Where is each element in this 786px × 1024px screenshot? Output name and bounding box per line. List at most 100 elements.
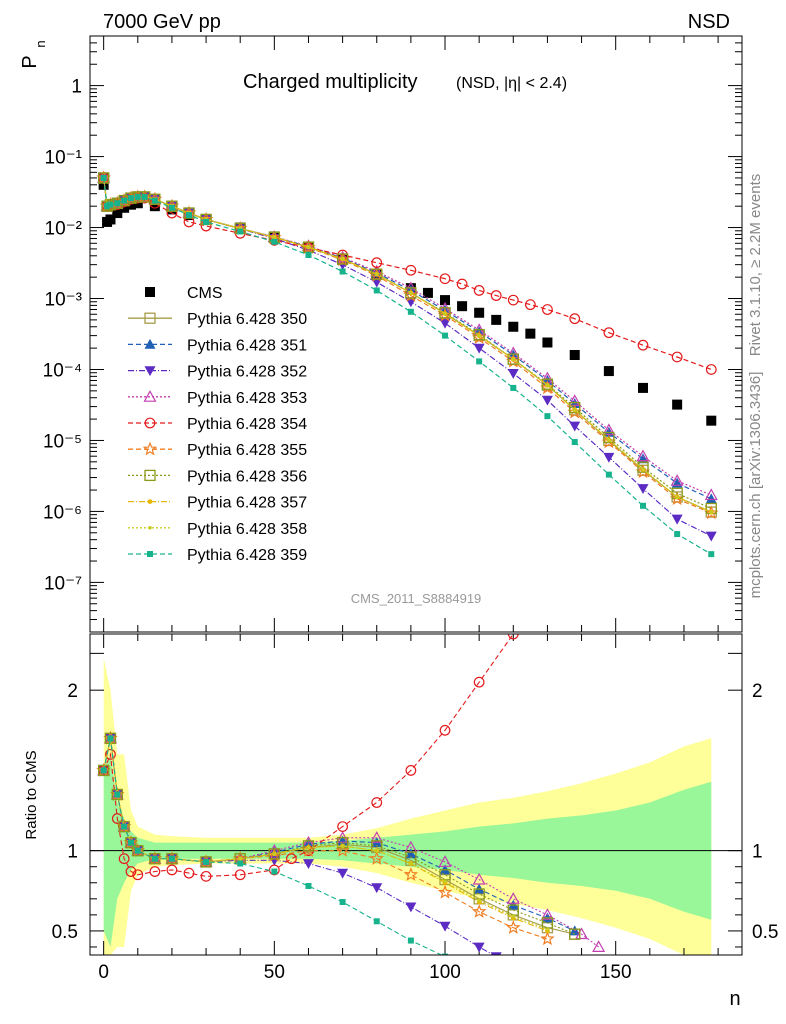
ratio-data-point [238, 856, 242, 861]
ratio-data-point [506, 892, 520, 904]
ratio-data-point [183, 867, 195, 879]
ratio-data-point [335, 843, 350, 857]
data-point [439, 318, 451, 329]
data-point [637, 484, 649, 495]
data-point [405, 264, 417, 276]
data-point [603, 327, 615, 339]
data-point [473, 343, 485, 354]
ratio-data-point [575, 927, 589, 940]
ratio-series-line [103, 738, 495, 955]
ratio-data-point [511, 914, 516, 919]
ratio-data-point [439, 724, 451, 736]
data-point [601, 434, 617, 449]
analysis-id-label: CMS_2011_S8884919 [351, 591, 482, 606]
data-point [704, 488, 718, 501]
ratio-data-point [286, 853, 297, 865]
ratio-data-point [540, 908, 554, 920]
ratio-data-point [168, 855, 175, 862]
x-tick-label: 50 [264, 962, 285, 983]
ratio-data-point [339, 899, 346, 906]
data-point [112, 208, 123, 219]
data-point [638, 382, 649, 393]
ratio-data-point [134, 847, 141, 854]
data-point [641, 467, 645, 472]
data-point [635, 464, 651, 479]
ratio-data-point [302, 859, 314, 870]
data-point [477, 333, 481, 338]
main-plot-frame [89, 35, 743, 633]
ratio-data-point [592, 940, 606, 952]
legend-marker [147, 499, 153, 504]
legend-label: Pythia 6.428 352 [187, 364, 307, 381]
data-point [541, 378, 554, 390]
data-point [607, 438, 611, 442]
ratio-series-line [103, 738, 443, 955]
ratio-y-tick-label: 2 [67, 681, 78, 702]
data-point [476, 358, 483, 365]
legend-marker [147, 551, 153, 557]
data-point [636, 449, 650, 462]
ratio-data-point [105, 748, 116, 760]
data-point [637, 461, 649, 473]
ratio-data-point [442, 953, 449, 955]
data-point [567, 404, 582, 419]
ratio-data-point [540, 931, 555, 946]
data-point [705, 531, 717, 542]
ratio-data-point [200, 870, 212, 882]
data-point [474, 307, 485, 318]
data-point [669, 491, 685, 506]
data-point [569, 349, 580, 360]
data-point [603, 452, 615, 463]
data-point [705, 493, 717, 504]
legend-marker [144, 469, 156, 482]
x-tick-label: 150 [600, 962, 632, 983]
data-point [569, 313, 581, 325]
legend-label: Pythia 6.428 355 [187, 442, 307, 459]
legend-marker [148, 526, 152, 530]
ratio-data-point [473, 676, 485, 688]
ratio-data-point [125, 866, 137, 877]
ratio-data-point [104, 732, 117, 744]
data-point [457, 301, 468, 312]
data-point [439, 307, 451, 319]
data-point [114, 200, 121, 207]
ratio-data-point [121, 823, 128, 830]
data-point [491, 314, 502, 325]
ratio-data-point [409, 861, 413, 866]
data-point [709, 510, 714, 514]
data-point [305, 252, 312, 259]
x-tick-label: 0 [98, 962, 109, 983]
ratio-data-point [125, 837, 137, 849]
data-point [569, 421, 581, 432]
legend-marker [144, 366, 156, 377]
ratio-data-point [337, 821, 349, 832]
data-point [603, 366, 614, 377]
data-point [168, 204, 175, 211]
data-point [507, 369, 519, 379]
data-point [371, 268, 383, 280]
ratio-outer-uncertainty-band [103, 658, 712, 955]
legend-marker [144, 338, 156, 349]
ratio-data-point [305, 882, 312, 889]
ratio-data-point [369, 851, 384, 865]
legend-label: Pythia 6.428 358 [187, 521, 307, 538]
data-point [524, 299, 536, 311]
data-point [542, 304, 553, 315]
data-point [339, 268, 346, 275]
data-point [490, 290, 502, 301]
main-y-tick-label: 10⁻⁴ [43, 360, 82, 381]
ratio-data-point [98, 764, 110, 777]
ratio-data-point [373, 918, 380, 925]
ratio-data-point [477, 898, 481, 903]
series-pythia-6.428-359 [100, 174, 715, 558]
ratio-data-point [118, 820, 130, 833]
ratio-data-point [111, 788, 123, 801]
data-point [605, 471, 612, 478]
ratio-data-point [407, 937, 414, 944]
data-point [374, 272, 379, 277]
data-point [708, 551, 715, 558]
ratio-y-tick-label: 1 [67, 842, 78, 863]
data-point [405, 287, 417, 299]
data-point [569, 401, 581, 414]
main-y-tick-label: 1 [71, 77, 82, 98]
